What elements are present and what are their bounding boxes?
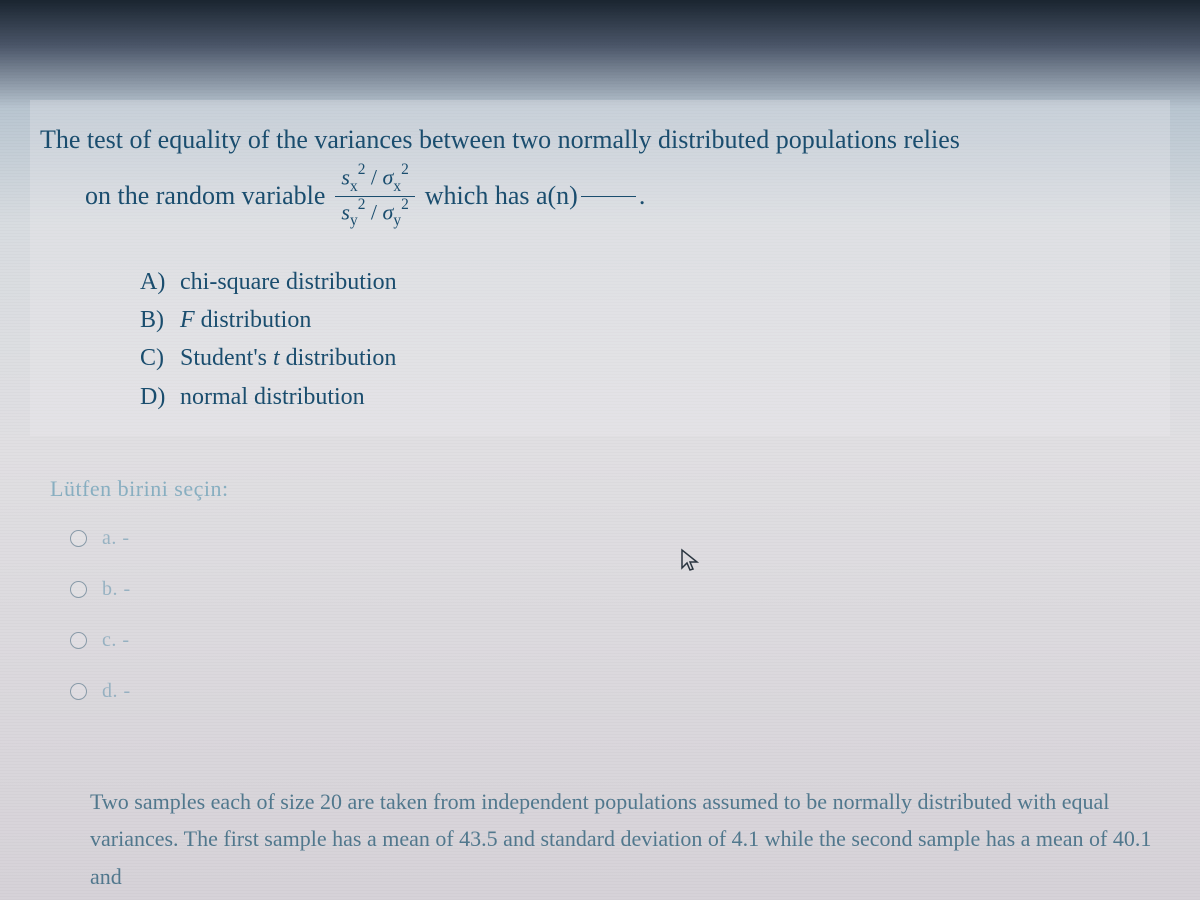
question-block: The test of equality of the variances be… xyxy=(30,100,1170,436)
radio-label: d. - xyxy=(102,680,131,703)
radio-option-b[interactable]: b. - xyxy=(50,578,1170,601)
answer-d: D) normal distribution xyxy=(140,378,1150,416)
radio-option-d[interactable]: d. - xyxy=(50,680,1170,703)
radio-option-c[interactable]: c. - xyxy=(50,629,1170,652)
radio-icon xyxy=(70,683,87,700)
radio-icon xyxy=(70,581,87,598)
fraction-numerator: sx2 / σx2 xyxy=(335,164,414,196)
fill-blank xyxy=(581,196,636,197)
question-part-1: on the random variable xyxy=(85,171,325,220)
next-question-preview: Two samples each of size 20 are taken fr… xyxy=(90,783,1170,895)
radio-label: c. - xyxy=(102,629,130,652)
radio-option-a[interactable]: a. - xyxy=(50,527,1170,550)
question-line-1: The test of equality of the variances be… xyxy=(40,115,1150,164)
question-line-2: on the random variable sx2 / σx2 sy2 / σ… xyxy=(40,164,645,227)
radio-label: b. - xyxy=(102,578,131,601)
radio-icon xyxy=(70,530,87,547)
fraction-denominator: sy2 / σy2 xyxy=(335,197,414,228)
question-part-2: which has a(n) xyxy=(425,171,578,220)
radio-icon xyxy=(70,632,87,649)
radio-label: a. - xyxy=(102,527,130,550)
question-text: The test of equality of the variances be… xyxy=(40,115,1150,228)
answer-a: A) chi-square distribution xyxy=(140,263,1150,301)
question-punctuation: . xyxy=(639,171,646,220)
radio-options-section: Lütfen birini seçin: a. - b. - c. - d. - xyxy=(30,476,1170,703)
formula-fraction: sx2 / σx2 sy2 / σy2 xyxy=(335,164,414,227)
options-prompt: Lütfen birini seçin: xyxy=(50,476,1170,502)
cursor-icon xyxy=(680,548,700,581)
answer-choices: A) chi-square distribution B) F distribu… xyxy=(40,263,1150,417)
answer-b: B) F distribution xyxy=(140,301,1150,339)
answer-c: C) Student's t distribution xyxy=(140,339,1150,377)
quiz-content: The test of equality of the variances be… xyxy=(0,0,1200,761)
